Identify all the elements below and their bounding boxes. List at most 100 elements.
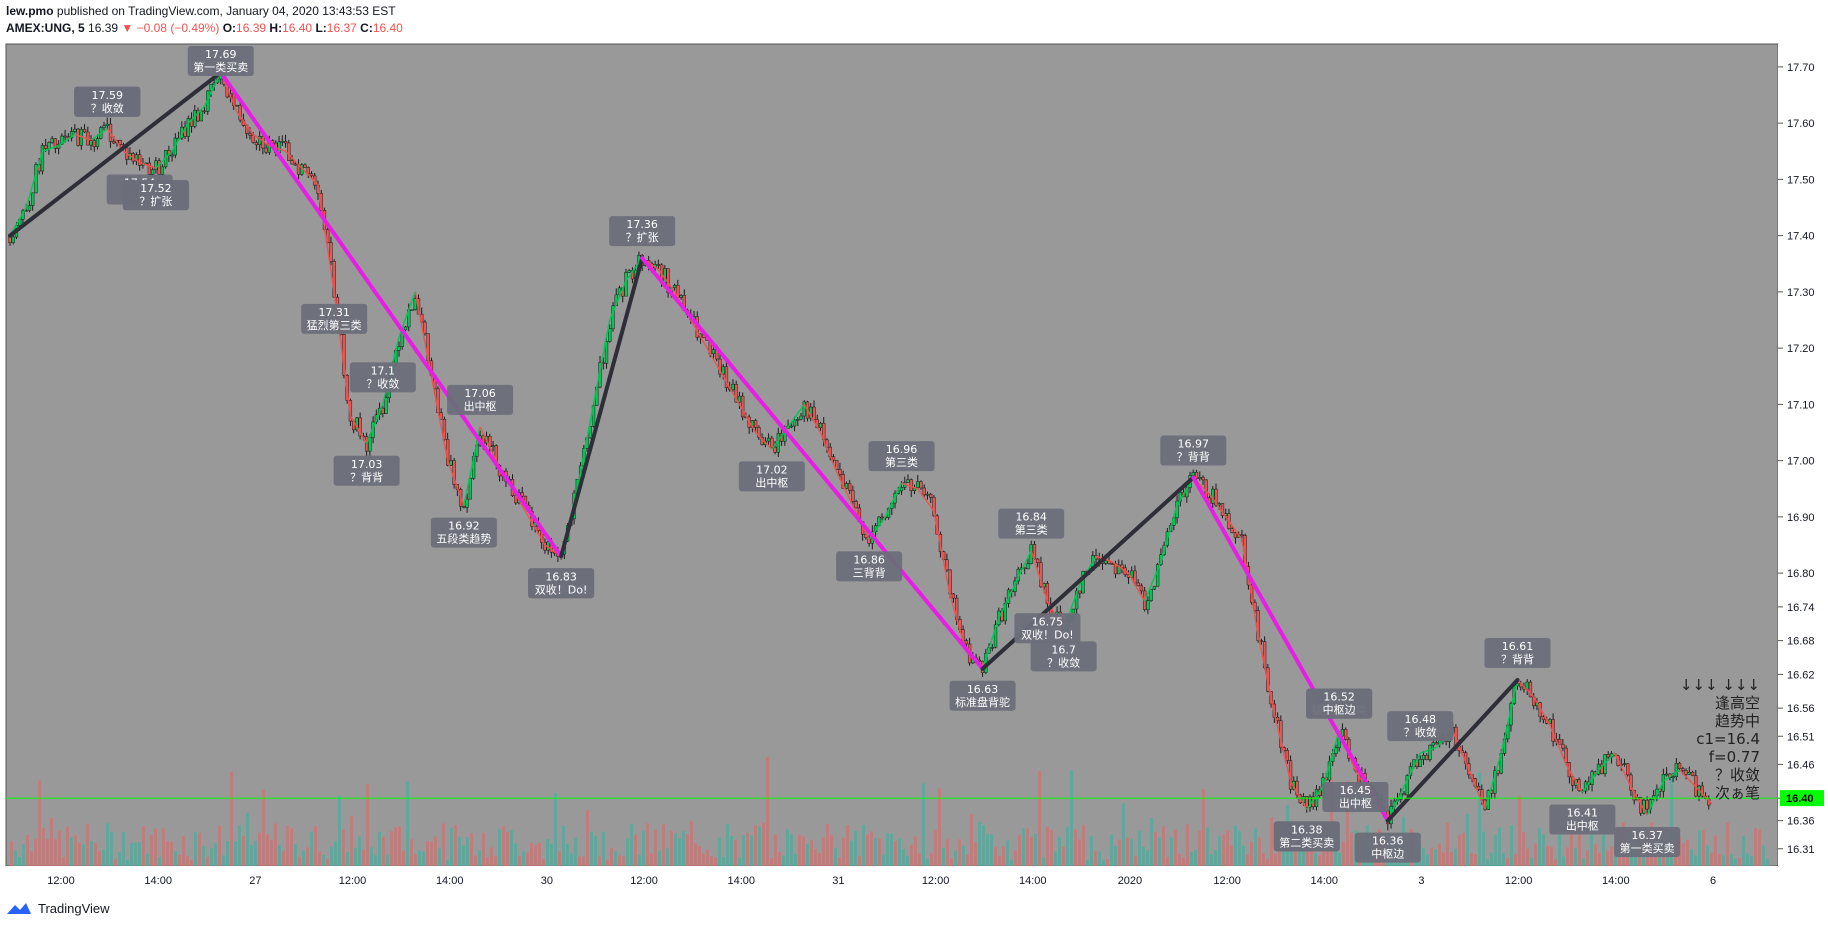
segment-line	[236, 111, 254, 135]
volume-bar	[542, 858, 545, 866]
ohlc-legend: AMEX:UNG, 5 16.39 ▼ −0.08 (−0.49%) O:16.…	[6, 21, 403, 35]
volume-bar	[446, 859, 449, 866]
volume-bar	[1538, 828, 1541, 866]
candle-body	[462, 506, 466, 508]
candle-body	[1305, 796, 1309, 808]
pivot-label-box	[447, 384, 514, 415]
price-tick-label: 16.46	[1787, 759, 1815, 771]
pivot-label-box	[301, 303, 368, 334]
time-tick-label: 14:00	[1602, 875, 1630, 887]
volume-bar	[1718, 854, 1721, 866]
pivot-label-box	[1306, 688, 1373, 719]
volume-bar	[1154, 831, 1157, 866]
pivot-price: 17.03	[351, 458, 383, 471]
pivot-note: 双收！Do!	[1021, 627, 1074, 641]
candle-body	[238, 104, 242, 121]
candle-body	[1110, 563, 1114, 565]
footer-brand: TradingView	[38, 900, 110, 916]
volume-bar	[90, 841, 93, 866]
candle-body	[1240, 534, 1244, 536]
segment-line	[42, 144, 59, 153]
volume-bar	[1766, 858, 1769, 866]
pivot-price: 17.36	[626, 218, 658, 231]
volume-bar	[1546, 845, 1549, 866]
segment-line	[1614, 752, 1632, 788]
volume-bar	[82, 844, 85, 866]
volume-bar	[498, 828, 501, 866]
volume-bar	[1222, 834, 1225, 866]
author-name[interactable]: lew.pmo	[6, 4, 54, 18]
volume-bar	[1738, 857, 1741, 866]
volume-bar	[818, 853, 821, 866]
volume-bar	[898, 838, 901, 866]
volume-bar	[622, 856, 625, 866]
candle-body	[196, 110, 200, 122]
volume-bar	[1342, 841, 1345, 866]
candle-body	[1230, 528, 1234, 534]
pivot-price: 16.38	[1291, 823, 1323, 836]
volume-bar	[1074, 829, 1077, 866]
candle-body	[105, 123, 109, 126]
high-label: H:	[269, 21, 283, 35]
volume-bar	[730, 835, 733, 866]
segment-line	[803, 403, 822, 433]
candle-body	[1687, 771, 1691, 775]
volume-bar	[494, 856, 497, 866]
volume-bar	[614, 851, 617, 866]
volume-bar	[1610, 846, 1613, 866]
low-value: 16.37	[326, 21, 357, 35]
annotation-labels: 17.59？扩张17.59中枢边17.54中枢边17.52？扩张17.69第一类…	[74, 46, 1681, 863]
segment-line	[690, 319, 708, 349]
candle-body	[442, 418, 447, 440]
volume-bar	[1082, 824, 1085, 866]
candle-body	[1626, 763, 1630, 776]
volume-bar	[770, 857, 773, 866]
candle-body	[792, 419, 797, 427]
volume-bar	[582, 856, 585, 866]
pivot-price: 16.7	[1051, 643, 1076, 656]
price-tick-label: 17.30	[1787, 287, 1815, 299]
volume-bar	[634, 834, 637, 866]
volume-bar	[842, 837, 845, 866]
segment-line	[835, 471, 854, 506]
symbol-label[interactable]: AMEX:UNG, 5	[6, 21, 85, 35]
volume-bar	[1574, 848, 1577, 866]
segment-line	[317, 184, 335, 292]
volume-bar	[286, 825, 289, 866]
volume-bar	[294, 844, 297, 866]
volume-bar	[710, 856, 713, 866]
volume-bar	[974, 841, 977, 866]
segment-line	[414, 291, 433, 377]
volume-bar	[1550, 846, 1553, 866]
segment-line	[1289, 780, 1308, 810]
volume-bar	[158, 856, 161, 866]
candle-body	[89, 140, 93, 146]
volume-bar	[1710, 852, 1713, 866]
price-tick-label: 17.60	[1787, 118, 1815, 130]
volume-bar	[1278, 848, 1281, 866]
uptrend-stroke	[1385, 678, 1520, 823]
side-panel-text: f=0.77	[1709, 748, 1760, 766]
volume-bar	[886, 833, 889, 866]
volume-bar	[610, 847, 613, 866]
time-tick-label: 12:00	[630, 875, 658, 887]
side-panel-text: ？收敛	[1715, 766, 1760, 784]
volume-bar	[926, 858, 929, 866]
volume-bar	[1518, 796, 1521, 866]
volume-bar	[1658, 849, 1661, 866]
volume-bar	[970, 814, 973, 866]
volume-bar	[334, 841, 337, 866]
volume-bar	[1558, 830, 1561, 866]
segment-line	[1549, 724, 1567, 765]
segment-line	[576, 404, 595, 489]
price-axis-panel[interactable]	[1778, 44, 1824, 866]
candle-body	[1496, 770, 1500, 774]
volume-bar	[406, 781, 409, 866]
time-axis-panel[interactable]	[6, 866, 1778, 892]
volume-bar	[1350, 832, 1353, 866]
volume-bar	[1482, 831, 1485, 866]
pivot-label-box	[1549, 804, 1616, 835]
candle-body	[1476, 785, 1481, 790]
volume-bar	[666, 848, 669, 866]
